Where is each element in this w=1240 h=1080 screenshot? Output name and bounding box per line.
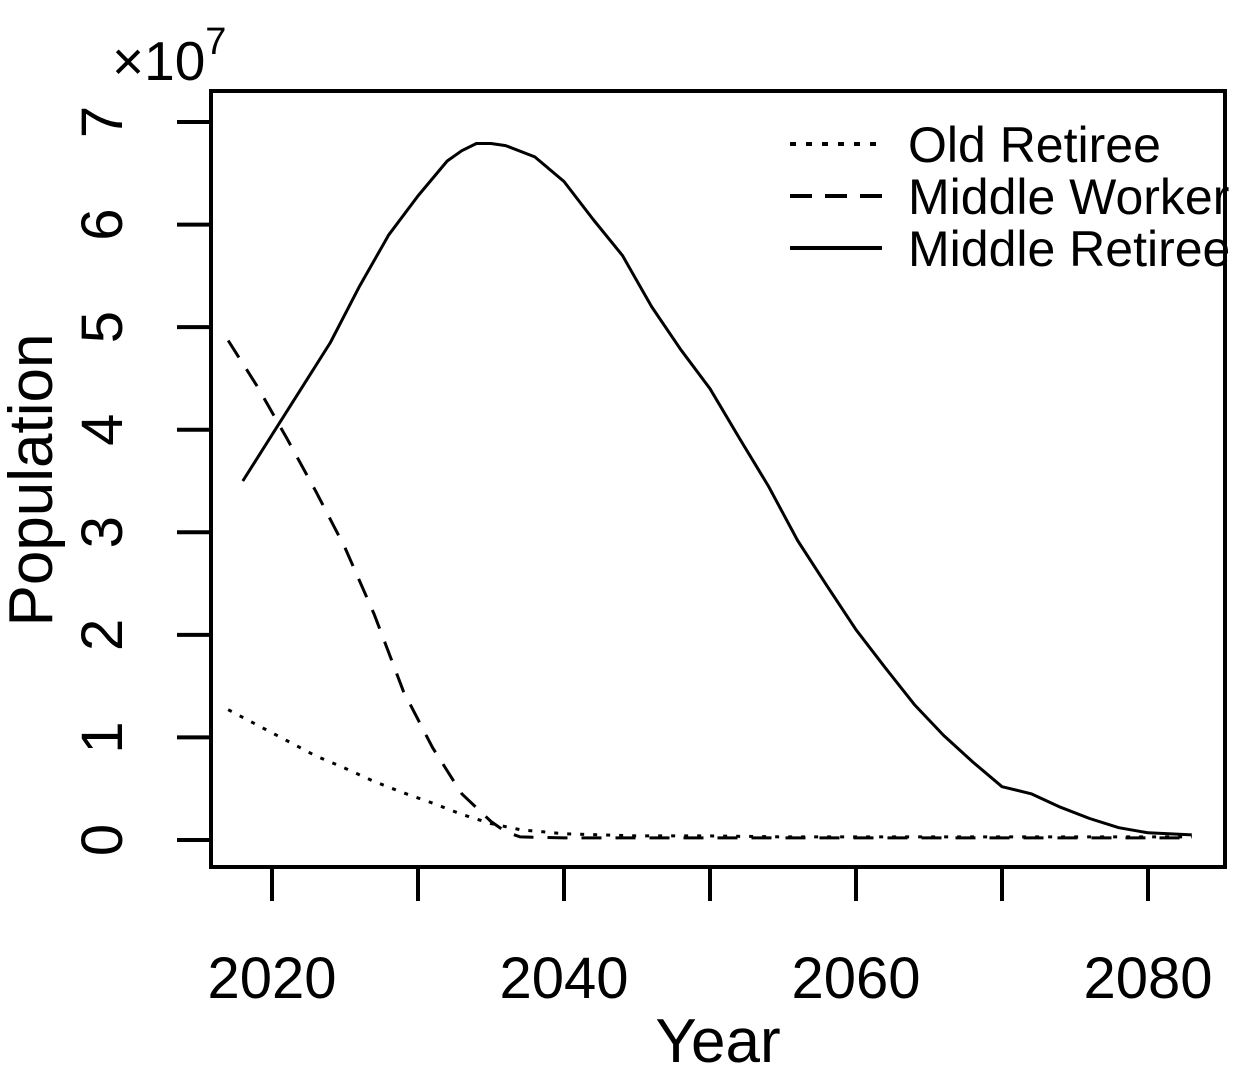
x-tick-label-2040: 2040: [499, 946, 628, 1011]
y-tick-label-4: 4: [70, 414, 135, 446]
x-axis-title: Year: [655, 1007, 780, 1076]
y-tick-label-6: 6: [70, 208, 135, 240]
y-tick-label-0: 0: [70, 824, 135, 856]
y-tick-label-2: 2: [70, 619, 135, 651]
y-tick-label-3: 3: [70, 516, 135, 548]
y-tick-label-5: 5: [70, 311, 135, 343]
y-axis-title: Population: [0, 333, 66, 626]
legend-label-middle-worker: Middle Worker: [908, 169, 1229, 225]
legend-label-old-retiree: Old Retiree: [908, 117, 1161, 173]
x-tick-label-2080: 2080: [1083, 946, 1212, 1011]
y-axis-multiplier-exponent: 7: [205, 21, 226, 63]
legend-label-middle-retiree: Middle Retiree: [908, 221, 1230, 277]
series-line-middle-worker: [226, 339, 1192, 840]
y-tick-label-1: 1: [70, 721, 135, 753]
x-tick-label-2060: 2060: [791, 946, 920, 1011]
y-axis-multiplier: ×107: [112, 21, 226, 92]
plot-border: [209, 89, 1227, 869]
y-tick-label-7: 7: [70, 106, 135, 138]
series-line-middle-retiree: [241, 142, 1192, 837]
series-line-old-retiree: [227, 708, 1192, 839]
y-axis-multiplier-base: ×10: [112, 30, 205, 92]
x-tick-label-2020: 2020: [207, 946, 336, 1011]
